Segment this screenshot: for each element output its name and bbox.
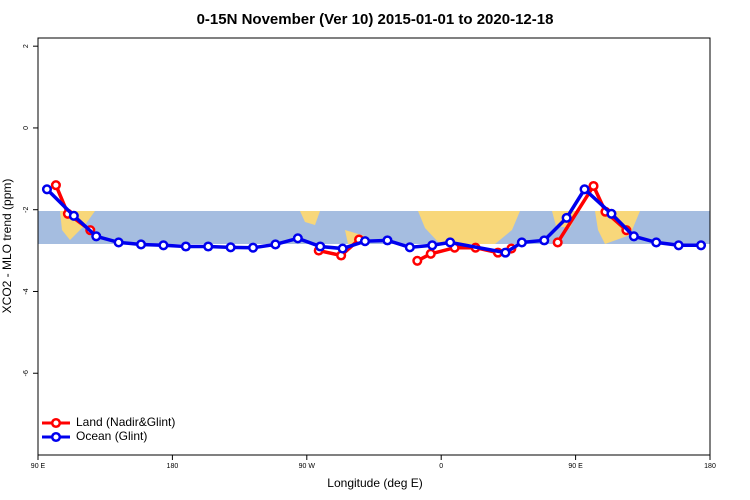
point <box>445 237 456 248</box>
point <box>68 210 79 221</box>
y-tick-label: -2 <box>23 206 30 212</box>
legend-label: Ocean (Glint) <box>76 429 147 443</box>
x-tick-label: 90 E <box>568 463 583 470</box>
x-tick-label: 180 <box>167 463 179 470</box>
point <box>673 240 684 251</box>
x-axis-label: Longitude (deg E) <box>327 476 422 490</box>
legend-marker <box>50 417 62 429</box>
legend-marker <box>50 431 62 443</box>
x-tick-label: 90 E <box>31 463 46 470</box>
point <box>359 236 371 247</box>
point <box>382 235 393 246</box>
point <box>579 184 590 195</box>
point <box>41 184 53 195</box>
plot-frame <box>37 37 711 456</box>
point <box>180 241 191 252</box>
point <box>337 243 348 254</box>
point <box>91 231 102 242</box>
point <box>425 248 436 259</box>
point <box>50 180 61 191</box>
point <box>500 247 511 258</box>
point <box>135 239 147 250</box>
point <box>203 241 214 252</box>
point <box>552 237 563 248</box>
point <box>247 242 259 253</box>
x-tick-label: 0 <box>439 463 443 470</box>
point <box>588 180 599 192</box>
point <box>651 237 662 248</box>
point <box>270 239 281 250</box>
point <box>695 240 707 251</box>
point <box>606 208 617 219</box>
x-tick-label: 90 W <box>299 463 316 470</box>
chart-title: 0-15N November (Ver 10) 2015-01-01 to 20… <box>197 11 554 28</box>
point <box>292 233 303 244</box>
point <box>113 237 124 248</box>
point <box>628 231 639 242</box>
point <box>561 212 572 223</box>
point <box>404 242 415 253</box>
point <box>225 242 236 253</box>
y-tick-label: 0 <box>23 126 30 130</box>
point <box>427 240 438 251</box>
y-tick-label: -6 <box>23 370 30 376</box>
point <box>412 255 423 266</box>
legend-label: Land (Nadir&Glint) <box>76 415 175 429</box>
x-tick-label: 180 <box>704 463 716 470</box>
y-tick-label: 2 <box>23 44 30 48</box>
y-tick-label: -4 <box>23 288 30 294</box>
point <box>539 235 550 246</box>
point <box>315 241 326 252</box>
point <box>158 240 169 251</box>
point <box>516 237 527 248</box>
y-axis-label: XCO2 - MLO trend (ppm) <box>0 179 14 314</box>
map-strip <box>38 211 710 244</box>
